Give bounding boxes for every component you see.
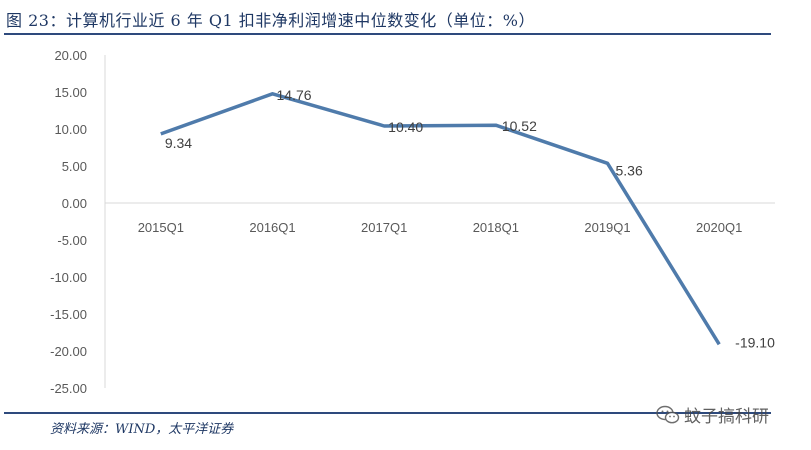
- data-label: 5.36: [616, 162, 643, 178]
- figure-title: 图 23：计算机行业近 6 年 Q1 扣非净利润增速中位数变化（单位：%）: [6, 11, 535, 30]
- data-labels: 9.34 14.76 10.40 10.52 5.36 -19.10: [165, 87, 775, 351]
- x-tick-label: 2018Q1: [473, 220, 519, 235]
- x-tick-label: 2019Q1: [584, 220, 630, 235]
- x-tick-label: 2016Q1: [249, 220, 295, 235]
- y-tick-label: -15.00: [50, 307, 87, 322]
- x-tick-label: 2017Q1: [361, 220, 407, 235]
- y-tick-label: -20.00: [50, 344, 87, 359]
- y-tick-label: -5.00: [57, 233, 87, 248]
- data-label: 9.34: [165, 135, 192, 151]
- wechat-icon: [656, 405, 680, 425]
- x-tick-label: 2020Q1: [696, 220, 742, 235]
- watermark-text: 蚊子搞科研: [684, 407, 769, 427]
- y-tick-labels: 20.00 15.00 10.00 5.00 0.00 -5.00 -10.00 -15.00…: [50, 48, 87, 396]
- title-divider: [4, 33, 771, 35]
- data-label: 10.52: [502, 118, 537, 134]
- data-label: 10.40: [388, 119, 423, 135]
- x-tick-labels: 2015Q1 2016Q1 2017Q1 2018Q1 2019Q1 2020Q1: [138, 220, 743, 235]
- y-tick-label: 20.00: [54, 48, 87, 63]
- y-tick-label: -10.00: [50, 270, 87, 285]
- y-tick-label: 10.00: [54, 122, 87, 137]
- x-tick-label: 2015Q1: [138, 220, 184, 235]
- y-tick-label: -25.00: [50, 381, 87, 396]
- y-tick-label: 15.00: [54, 85, 87, 100]
- data-label: 14.76: [277, 87, 312, 103]
- y-tick-label: 5.00: [62, 159, 87, 174]
- series-line: [160, 92, 721, 346]
- source-note: 资料来源：WIND，太平洋证券: [50, 422, 234, 437]
- data-label: -19.10: [735, 334, 775, 350]
- footer-divider: [4, 412, 771, 414]
- y-tick-label: 0.00: [62, 196, 87, 211]
- watermark: 蚊子搞科研: [656, 402, 769, 427]
